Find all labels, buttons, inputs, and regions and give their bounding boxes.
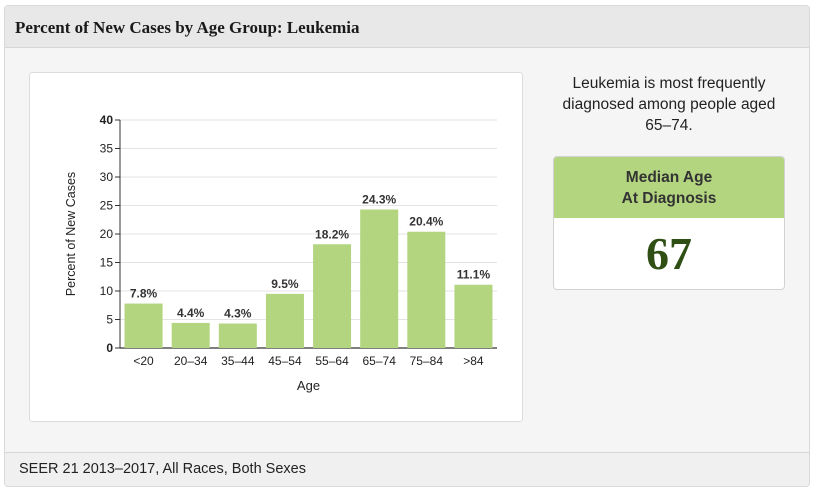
x-tick-label: 45–54 xyxy=(268,354,302,368)
y-tick-label: 30 xyxy=(100,170,114,184)
data-label: 4.3% xyxy=(224,306,252,320)
data-label: 20.4% xyxy=(409,215,443,229)
data-label: 9.5% xyxy=(271,277,299,291)
chart-container: 0 5 10 15 20 25 30 35 40 7.8% <20 4.4% 20–34 4.3% 35–4… xyxy=(29,72,523,422)
panel-title: Percent of New Cases by Age Group: Leuke… xyxy=(15,18,360,37)
y-tick-label: 15 xyxy=(100,256,114,270)
y-tick-label: 40 xyxy=(100,113,114,127)
bar xyxy=(360,209,399,348)
data-label: 4.4% xyxy=(177,306,205,320)
median-heading-line1: Median Age xyxy=(625,169,713,186)
y-tick-label: 20 xyxy=(100,227,114,241)
panel-header: Percent of New Cases by Age Group: Leuke… xyxy=(5,6,809,48)
x-tick-label: 75–84 xyxy=(410,354,444,368)
chart-panel: Percent of New Cases by Age Group: Leuke… xyxy=(4,5,810,487)
y-tick-label: 10 xyxy=(100,284,114,298)
x-tick-label: 55–64 xyxy=(315,354,349,368)
bar xyxy=(265,293,304,348)
median-heading-line2: At Diagnosis xyxy=(621,190,717,207)
y-tick-label: 0 xyxy=(106,341,113,355)
bar xyxy=(171,322,210,348)
y-tick-label: 35 xyxy=(100,142,114,156)
bar xyxy=(454,284,493,348)
x-tick-label: 65–74 xyxy=(363,354,397,368)
bar xyxy=(313,244,352,348)
bar xyxy=(407,231,446,348)
y-tick-label: 5 xyxy=(106,313,113,327)
data-label: 18.2% xyxy=(315,227,349,241)
data-label: 7.8% xyxy=(130,287,158,301)
x-tick-label: 35–44 xyxy=(221,354,255,368)
data-label: 24.3% xyxy=(362,192,396,206)
median-age-heading: Median Age At Diagnosis xyxy=(554,157,784,218)
x-axis-title: Age xyxy=(297,378,320,393)
bar-chart: 0 5 10 15 20 25 30 35 40 7.8% <20 4.4% 20–34 4.3% 35–4… xyxy=(64,113,497,393)
x-tick-label: >84 xyxy=(463,354,484,368)
y-axis-title: Percent of New Cases xyxy=(64,172,78,296)
bar xyxy=(124,303,163,348)
x-tick-label: 20–34 xyxy=(174,354,208,368)
x-tick-label: <20 xyxy=(133,354,154,368)
data-label: 11.1% xyxy=(457,268,491,282)
panel-footer: SEER 21 2013–2017, All Races, Both Sexes xyxy=(5,452,809,486)
y-tick-label: 25 xyxy=(100,199,114,213)
footer-source: SEER 21 2013–2017, All Races, Both Sexes xyxy=(19,461,306,477)
median-age-card: Median Age At Diagnosis 67 xyxy=(553,156,785,290)
summary-text: Leukemia is most frequently diagnosed am… xyxy=(562,75,776,134)
bar xyxy=(218,323,257,348)
median-age-value: 67 xyxy=(646,228,692,279)
